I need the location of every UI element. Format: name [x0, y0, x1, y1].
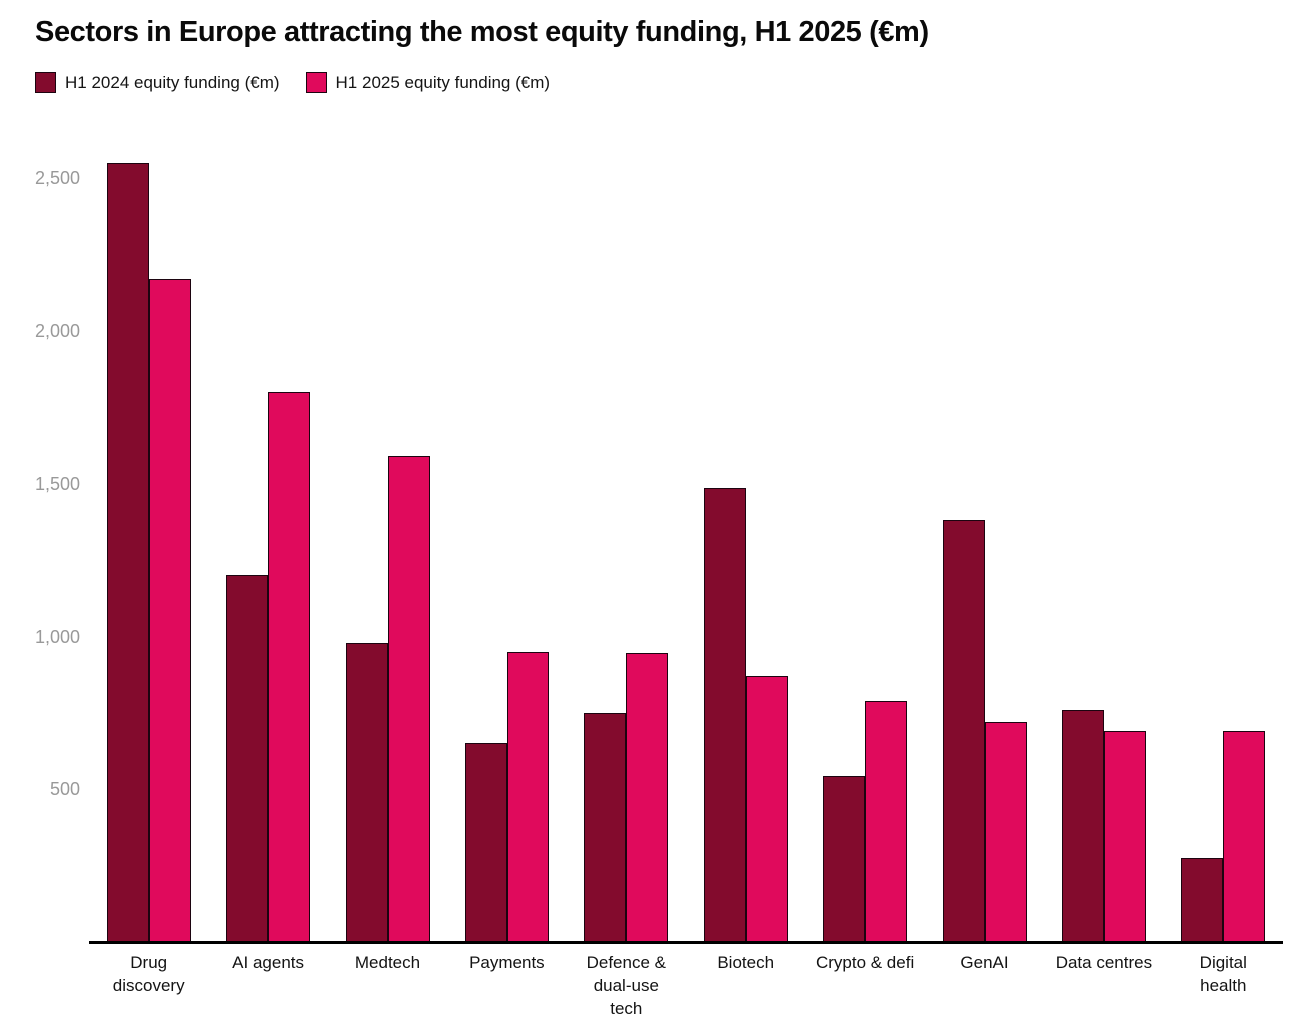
x-axis-label-ai-agents: AI agents	[232, 953, 304, 972]
bar-h1-2025-genai	[984, 722, 1027, 942]
bar-h1-2024-crypto-defi	[823, 775, 866, 942]
x-axis-label-digital-health: Digital health	[1199, 953, 1247, 995]
bar-h1-2025-data-centres	[1103, 731, 1146, 942]
x-axis-label-biotech: Biotech	[717, 953, 775, 972]
bar-h1-2025-drug-discovery	[148, 279, 191, 942]
legend-swatch-h1-2024-icon	[35, 72, 56, 93]
x-axis-label-data-centres: Data centres	[1055, 953, 1153, 972]
x-axis-label-genai: GenAI	[960, 953, 1009, 972]
legend-item-h1-2024: H1 2024 equity funding (€m)	[35, 72, 280, 93]
y-tick-label-1500: 1,500	[34, 473, 80, 494]
y-tick-label-2500: 2,500	[34, 168, 80, 189]
bar-h1-2024-genai	[942, 520, 985, 942]
legend-label-h1-2025: H1 2025 equity funding (€m)	[335, 72, 551, 92]
x-axis-label-payments: Payments	[469, 953, 545, 972]
bar-h1-2025-crypto-defi	[865, 700, 908, 942]
bar-h1-2024-digital-health	[1181, 857, 1224, 942]
bar-h1-2024-medtech	[345, 642, 388, 942]
x-axis-line	[89, 941, 1283, 944]
bar-h1-2025-defence-dual-use-tech	[626, 653, 669, 942]
bar-h1-2024-payments	[464, 743, 507, 942]
bar-h1-2025-biotech	[745, 676, 788, 942]
y-tick-label-500: 500	[49, 779, 80, 800]
chart-title: Sectors in Europe attracting the most eq…	[35, 16, 929, 48]
x-axis-label-medtech: Medtech	[354, 953, 421, 972]
x-axis-label-defence-dual-use-tech: Defence & dual-use tech	[586, 953, 666, 1018]
bar-h1-2025-digital-health	[1223, 731, 1266, 942]
bar-h1-2024-defence-dual-use-tech	[584, 712, 627, 942]
legend-item-h1-2025: H1 2025 equity funding (€m)	[305, 72, 551, 93]
bar-h1-2024-biotech	[703, 488, 746, 942]
bar-h1-2025-medtech	[387, 456, 430, 942]
legend-label-h1-2024: H1 2024 equity funding (€m)	[65, 72, 280, 92]
y-tick-label-2000: 2,000	[34, 321, 80, 341]
legend-swatch-h1-2025-icon	[305, 72, 327, 93]
bar-h1-2025-payments	[506, 651, 549, 942]
x-axis-label-crypto-defi: Crypto & defi	[815, 953, 915, 972]
legend: H1 2024 equity funding (€m) H1 2025 equi…	[35, 72, 550, 93]
y-tick-label-1000: 1,000	[34, 626, 80, 647]
x-axis-label-drug-discovery: Drug discovery	[112, 953, 185, 995]
bar-h1-2025-ai-agents	[268, 392, 311, 942]
bar-h1-2024-drug-discovery	[106, 162, 149, 942]
bar-h1-2024-ai-agents	[226, 575, 269, 942]
bar-h1-2024-data-centres	[1061, 709, 1104, 942]
